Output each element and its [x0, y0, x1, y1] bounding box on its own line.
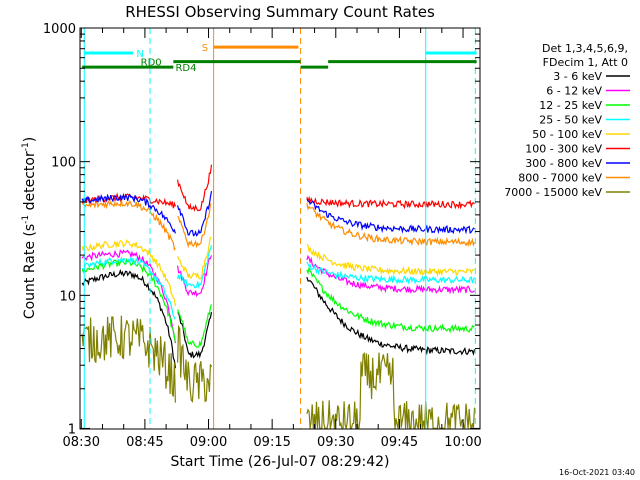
timestamp: 16-Oct-2021 03:40: [559, 468, 635, 477]
legend-header-line-2: FDecim 1, Att 0: [543, 56, 628, 69]
x-axis-label: Start Time (26-Jul-07 08:29:42): [170, 454, 389, 470]
y-axis-label-part: Count Rate (s: [22, 224, 38, 319]
x-tick-label: 08:45: [126, 435, 163, 450]
x-tick-label: 09:45: [381, 435, 418, 450]
legend-header-line-1: Det 1,3,4,5,6,9,: [542, 42, 628, 55]
annotation-label-rd0: RD0: [141, 58, 162, 69]
series-line-4: [81, 236, 475, 307]
y-axis-label-superscript: -1: [21, 215, 31, 224]
legend-label-4: 50 - 100 keV: [532, 128, 602, 141]
y-axis-label: Count Rate (s-1 detector-1): [21, 137, 38, 319]
annotation-label-rd4: RD4: [175, 63, 196, 74]
annotation-label-s: S: [202, 43, 208, 54]
legend-label-7: 800 - 7000 keV: [518, 172, 602, 185]
y-tick-label: 1000: [43, 22, 76, 37]
legend-label-3: 25 - 50 keV: [539, 114, 602, 127]
legend-label-6: 300 - 800 keV: [525, 157, 602, 170]
x-tick-label: 10:00: [444, 435, 481, 450]
y-axis: 1 10 100 1000: [43, 22, 480, 437]
plot-frame: [79, 27, 481, 430]
x-tick-label: 09:00: [190, 435, 227, 450]
series-line-6: [81, 190, 475, 237]
y-tick-label: 10: [59, 289, 76, 304]
x-axis: 08:30 08:45 09:00 09:15 09:30 09:45 10:00: [63, 28, 482, 450]
legend-label-8: 7000 - 15000 keV: [504, 186, 602, 199]
x-tick-label: 09:30: [317, 435, 354, 450]
legend-label-1: 6 - 12 keV: [546, 85, 602, 98]
y-axis-label-part: ): [22, 137, 38, 142]
y-axis-label-superscript: -1: [21, 142, 31, 151]
x-tick-label: 09:15: [253, 435, 290, 450]
legend-label-5: 100 - 300 keV: [525, 143, 602, 156]
legend-label-2: 12 - 25 keV: [539, 99, 602, 112]
annotation-label-n: N: [136, 49, 143, 60]
y-axis-label-part: detector: [22, 151, 38, 215]
chart-title: RHESSI Observing Summary Count Rates: [125, 3, 435, 21]
series-line-3: [81, 245, 476, 320]
legend-label-0: 3 - 6 keV: [553, 70, 602, 83]
series-line-2: [81, 257, 475, 348]
y-tick-label: 1: [68, 422, 76, 437]
series-line-8: [81, 315, 476, 429]
x-tick-label: 08:30: [63, 435, 100, 450]
series-line-7: [81, 199, 476, 252]
y-tick-label: 100: [51, 156, 76, 171]
legend: Det 1,3,4,5,6,9, FDecim 1, Att 0 3 - 6 k…: [504, 42, 630, 199]
